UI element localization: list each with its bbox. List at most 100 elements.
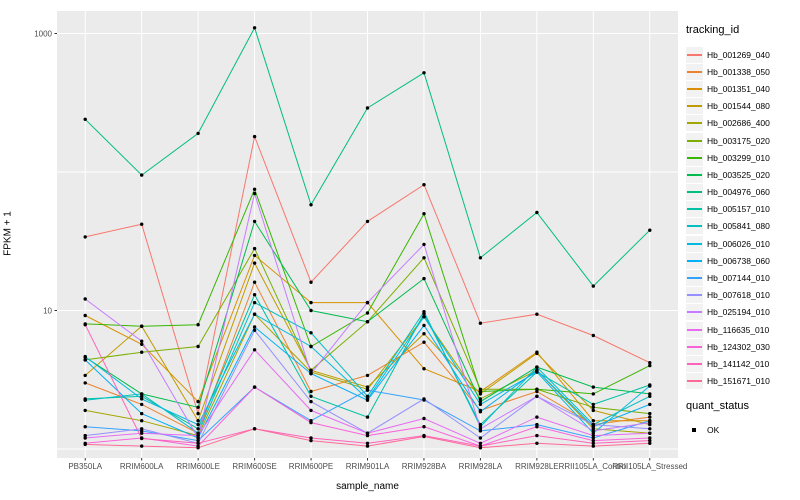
legend-item-Hb_141142_010: Hb_141142_010 — [686, 355, 800, 372]
legend-key — [686, 201, 703, 218]
legend-item-Hb_001544_080: Hb_001544_080 — [686, 98, 800, 115]
legend-item-label: Hb_001269_040 — [707, 49, 770, 60]
data-point — [648, 436, 652, 440]
legend-item-label: Hb_007618_010 — [707, 290, 770, 301]
legend-item-Hb_002686_400: Hb_002686_400 — [686, 115, 800, 132]
data-point — [478, 436, 483, 440]
x-tick-label: RRIM600LA — [120, 462, 164, 471]
data-point — [478, 427, 483, 431]
data-point — [196, 433, 200, 438]
data-point — [83, 398, 87, 402]
legend-item-label: Hb_025194_010 — [707, 307, 770, 318]
data-point — [196, 427, 200, 431]
legend-key — [686, 149, 703, 166]
data-point — [309, 438, 313, 443]
legend-item-label: Hb_001338_050 — [707, 66, 770, 77]
legend-item-Hb_124302_030: Hb_124302_030 — [686, 338, 800, 355]
data-point — [591, 392, 595, 396]
data-point — [196, 419, 200, 423]
x-tick-label: RRIM928BA — [402, 462, 447, 471]
data-point — [309, 203, 313, 207]
data-point — [591, 333, 595, 338]
legend-key — [686, 46, 703, 63]
legend-item-Hb_007144_010: Hb_007144_010 — [686, 269, 800, 287]
legend-item-Hb_003525_020: Hb_003525_020 — [686, 166, 800, 183]
data-point — [422, 332, 426, 336]
legend-item-Hb_005841_080: Hb_005841_080 — [686, 218, 800, 235]
data-point — [140, 436, 144, 441]
line-swatch-icon — [687, 139, 702, 142]
data-point — [591, 402, 595, 407]
line-swatch-icon — [687, 311, 702, 314]
data-point — [140, 324, 144, 328]
line-swatch-icon — [687, 191, 702, 194]
data-point — [196, 411, 200, 416]
legend-item-label: Hb_006026_010 — [707, 238, 770, 249]
data-point — [140, 222, 144, 226]
data-point — [252, 293, 257, 297]
line-swatch-icon — [687, 70, 702, 73]
data-point — [535, 433, 539, 438]
data-point — [648, 402, 652, 407]
data-point — [252, 187, 257, 191]
data-point — [591, 385, 595, 389]
data-point — [648, 415, 652, 419]
data-point — [309, 368, 313, 372]
legend-item-Hb_001338_050: Hb_001338_050 — [686, 63, 800, 80]
data-point — [83, 425, 87, 429]
x-tick-label: RRII105LA_Control — [559, 462, 629, 471]
legend-item-Hb_003175_020: Hb_003175_020 — [686, 132, 800, 149]
data-point — [309, 331, 313, 335]
data-point — [648, 411, 652, 416]
legend-key — [686, 304, 703, 321]
data-point — [535, 365, 539, 369]
data-point — [478, 446, 483, 450]
data-point — [83, 442, 87, 447]
data-point — [478, 399, 483, 404]
data-point — [252, 26, 257, 30]
data-point — [196, 399, 200, 404]
line-swatch-icon — [687, 156, 702, 159]
data-point — [196, 344, 200, 349]
legend-key — [686, 80, 703, 97]
legend-item-label: Hb_002686_400 — [707, 118, 770, 129]
data-point — [648, 438, 652, 443]
data-point — [535, 351, 539, 356]
legend-item-label: Hb_003299_010 — [707, 152, 770, 163]
data-point — [252, 312, 257, 316]
data-point — [648, 384, 652, 388]
line-swatch-icon — [687, 328, 702, 331]
data-point — [478, 389, 483, 394]
data-point — [648, 363, 652, 368]
line-swatch-icon — [687, 122, 702, 125]
y-tick-label: 10 — [43, 307, 52, 316]
data-point — [252, 246, 257, 251]
data-point — [196, 441, 200, 445]
line-swatch-icon — [687, 242, 702, 245]
legend-key — [686, 373, 703, 390]
data-point — [83, 323, 87, 327]
legend-key — [686, 98, 703, 115]
legend-item-label: Hb_005157_010 — [707, 204, 770, 215]
data-point — [365, 320, 370, 324]
data-point — [422, 315, 426, 319]
data-point — [309, 371, 313, 376]
legend-item-label: Hb_116635_010 — [707, 324, 770, 335]
data-point — [309, 389, 313, 394]
data-point — [365, 415, 370, 419]
data-point — [196, 422, 200, 427]
data-point — [591, 429, 595, 433]
data-point — [309, 408, 313, 413]
x-tick-label: RRIM600LE — [176, 462, 220, 471]
data-point — [535, 394, 539, 398]
data-point — [140, 411, 144, 416]
data-point — [83, 373, 87, 378]
data-point — [365, 219, 370, 224]
data-point — [478, 410, 483, 414]
legend-key — [686, 252, 703, 269]
data-point — [648, 427, 652, 431]
legend-title: tracking_id — [686, 24, 740, 36]
data-point — [535, 368, 539, 372]
data-point — [140, 173, 144, 177]
quant-status-item: OK — [686, 422, 800, 439]
